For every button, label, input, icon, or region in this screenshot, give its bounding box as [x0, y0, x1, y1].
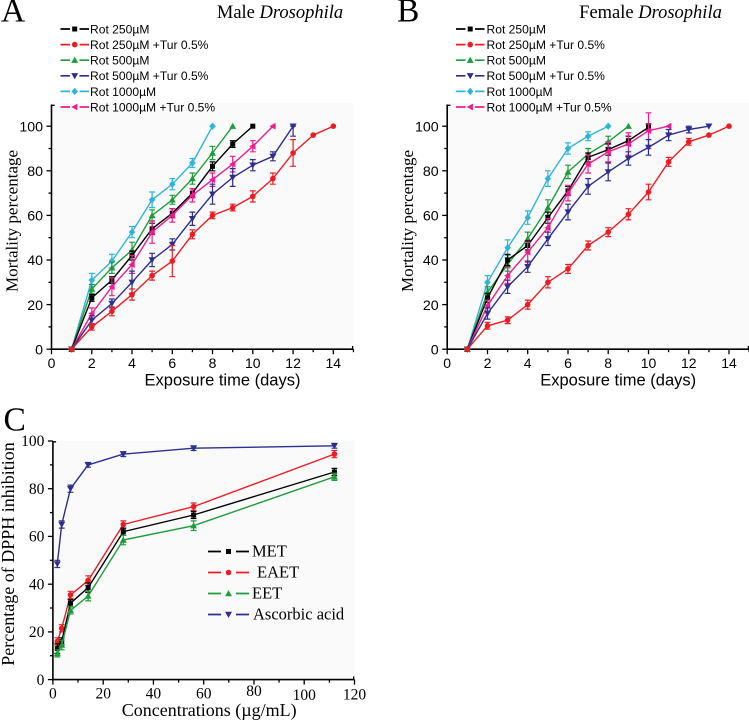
svg-text:20: 20	[27, 298, 43, 314]
svg-text:6: 6	[564, 355, 572, 371]
svg-text:Rot 1000µM: Rot 1000µM	[90, 85, 156, 99]
svg-text:Rot 1000µM: Rot 1000µM	[487, 85, 553, 99]
svg-text:Exposure time (days): Exposure time (days)	[145, 372, 301, 390]
svg-text:0: 0	[443, 355, 451, 371]
svg-text:14: 14	[721, 355, 737, 371]
svg-text:8: 8	[209, 355, 217, 371]
svg-text:0: 0	[48, 355, 56, 371]
svg-text:100: 100	[19, 119, 43, 135]
svg-text:6: 6	[168, 355, 176, 371]
svg-text:12: 12	[681, 355, 697, 371]
svg-text:0: 0	[37, 672, 45, 689]
svg-text:20: 20	[95, 686, 111, 703]
svg-text:EET: EET	[252, 584, 282, 603]
svg-text:2: 2	[88, 355, 96, 371]
svg-text:Rot 250µM: Rot 250µM	[90, 22, 149, 36]
svg-text:MET: MET	[252, 542, 287, 561]
svg-text:EAET: EAET	[257, 563, 299, 582]
svg-text:120: 120	[343, 687, 367, 704]
svg-text:40: 40	[146, 686, 162, 703]
svg-text:Mortality percentage: Mortality percentage	[3, 150, 22, 292]
svg-text:4: 4	[524, 355, 532, 371]
svg-text:Rot 1000µM +Tur 0.5%: Rot 1000µM +Tur 0.5%	[90, 100, 215, 114]
svg-text:60: 60	[29, 529, 45, 546]
svg-text:Concentrations (µg/mL): Concentrations (µg/mL)	[122, 700, 297, 721]
svg-text:2: 2	[484, 355, 492, 371]
svg-text:20: 20	[423, 298, 439, 314]
svg-text:0: 0	[431, 342, 439, 358]
svg-text:40: 40	[27, 253, 43, 269]
svg-text:60: 60	[27, 209, 43, 225]
svg-text:100: 100	[415, 119, 439, 135]
svg-text:Exposure time (days): Exposure time (days)	[540, 372, 696, 390]
svg-text:Rot 500µM: Rot 500µM	[487, 54, 546, 68]
svg-text:60: 60	[423, 209, 439, 225]
svg-text:Rot 500µM: Rot 500µM	[90, 54, 149, 68]
svg-text:10: 10	[245, 355, 261, 371]
svg-text:Mortality percentage: Mortality percentage	[398, 150, 417, 292]
svg-text:B: B	[397, 0, 419, 30]
svg-text:14: 14	[326, 355, 342, 371]
svg-text:80: 80	[246, 683, 262, 700]
svg-text:Rot 250µM +Tur 0.5%: Rot 250µM +Tur 0.5%	[487, 38, 606, 52]
svg-text:20: 20	[29, 624, 45, 641]
svg-text:Rot 250µM +Tur 0.5%: Rot 250µM +Tur 0.5%	[90, 38, 209, 52]
svg-text:100: 100	[21, 433, 45, 450]
svg-text:80: 80	[29, 481, 45, 498]
svg-text:0: 0	[35, 342, 43, 358]
svg-text:80: 80	[423, 164, 439, 180]
svg-text:40: 40	[29, 576, 45, 593]
svg-text:8: 8	[604, 355, 612, 371]
svg-text:Rot 1000µM +Tur 0.5%: Rot 1000µM +Tur 0.5%	[487, 100, 612, 114]
svg-text:Rot 500µM +Tur 0.5%: Rot 500µM +Tur 0.5%	[487, 69, 606, 83]
svg-text:12: 12	[285, 355, 301, 371]
svg-text:80: 80	[27, 164, 43, 180]
svg-text:60: 60	[196, 686, 212, 703]
svg-text:Rot 250µM: Rot 250µM	[487, 22, 546, 36]
svg-text:Percentage of DPPH inhibition: Percentage of DPPH inhibition	[0, 442, 18, 665]
svg-text:4: 4	[128, 355, 136, 371]
svg-text:Male Drosophila: Male Drosophila	[217, 3, 343, 23]
svg-text:A: A	[1, 0, 25, 30]
svg-text:40: 40	[423, 253, 439, 269]
svg-text:C: C	[4, 402, 26, 439]
svg-text:Ascorbic acid: Ascorbic acid	[253, 605, 345, 624]
svg-text:0: 0	[49, 686, 57, 703]
svg-text:Female Drosophila: Female Drosophila	[579, 3, 722, 23]
svg-text:10: 10	[641, 355, 657, 371]
svg-text:100: 100	[293, 687, 317, 704]
svg-text:Rot 500µM +Tur 0.5%: Rot 500µM +Tur 0.5%	[90, 69, 209, 83]
